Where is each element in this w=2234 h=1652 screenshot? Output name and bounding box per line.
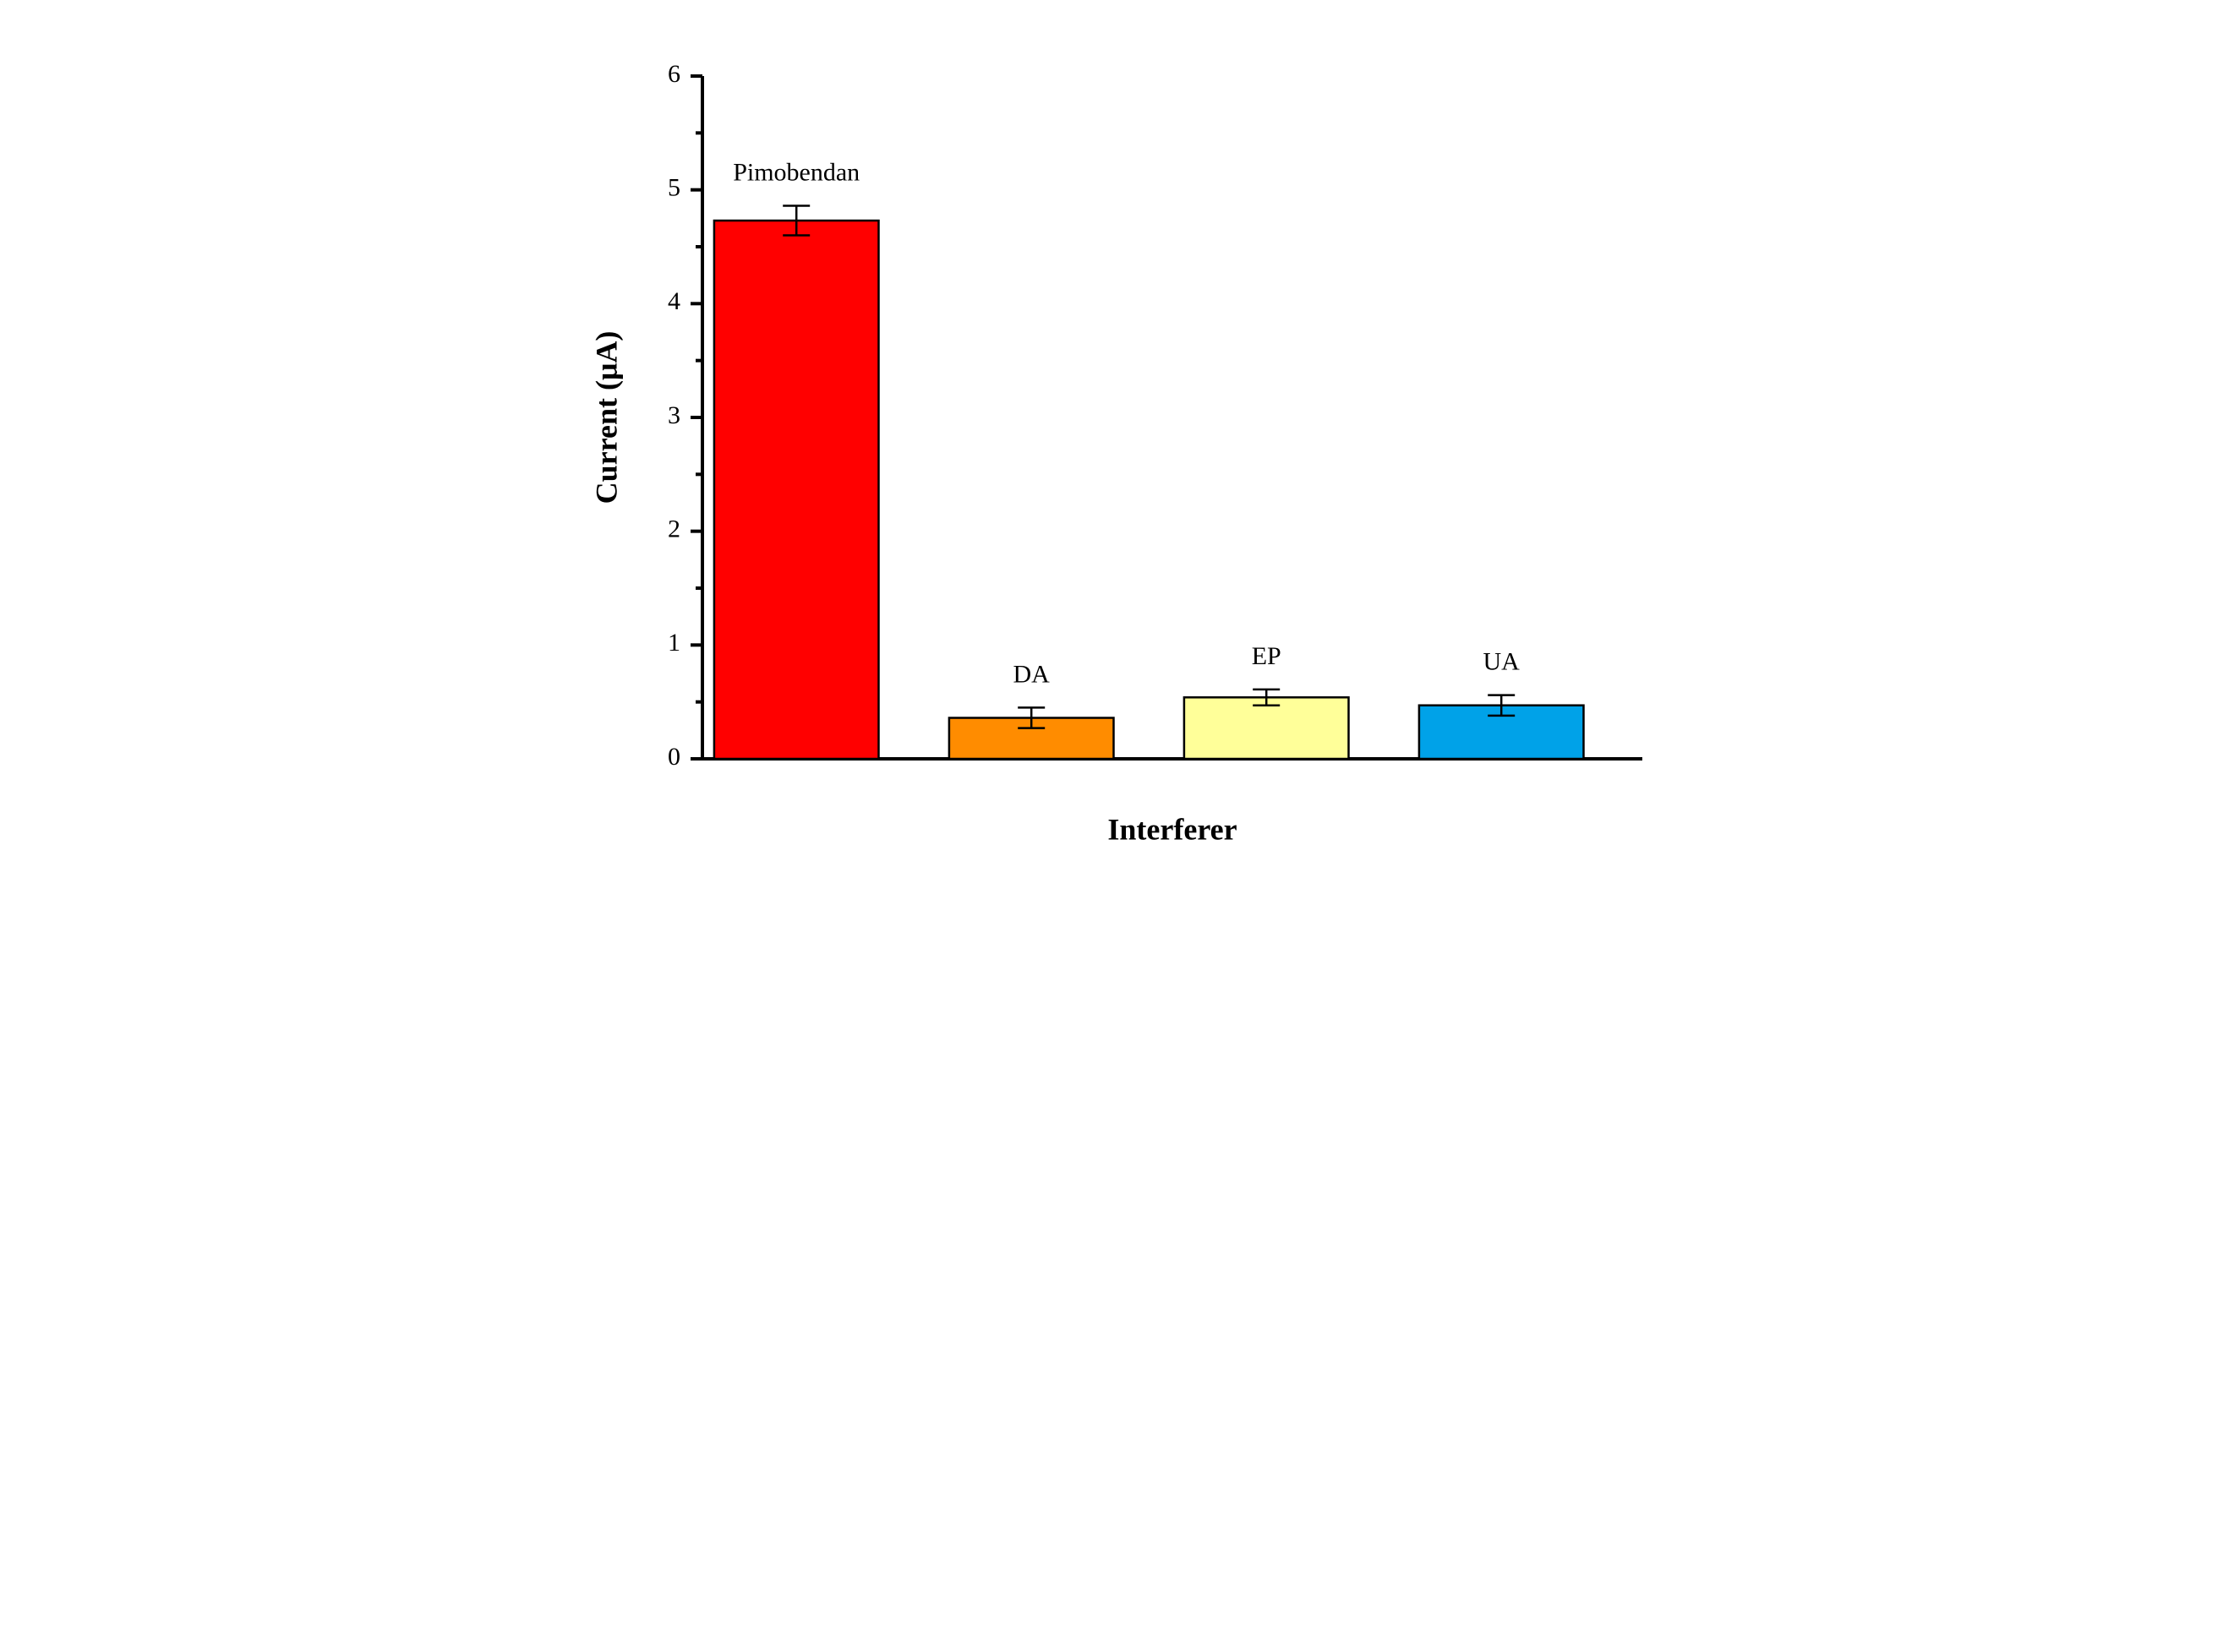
y-axis-label: Current (μA) [589,331,623,504]
y-tick-label: 2 [668,515,680,543]
bar-label-ep: EP [1251,642,1281,670]
bar-label-ua: UA [1483,648,1520,676]
bar-label-pimobendan: Pimobendan [733,159,860,187]
y-tick-label: 4 [668,287,680,315]
bar-chart: 0 1 2 3 4 5 6 Current (μA) Interferer Pimobendan D… [559,34,1676,860]
y-tick-label: 0 [668,743,680,771]
bars: Pimobendan DA EP UA [713,159,1583,759]
y-tick-label: 6 [668,60,680,88]
bar-ep [1183,697,1348,759]
y-tick-label: 5 [668,174,680,202]
y-tick-label: 1 [668,629,680,657]
y-tick-label: 3 [668,401,680,429]
bar-label-da: DA [1013,660,1050,688]
chart-svg: 0 1 2 3 4 5 6 Current (μA) Interferer Pimobendan D… [559,34,1676,860]
x-axis-label: Interferer [1107,813,1237,847]
bar-pimobendan [713,221,878,759]
